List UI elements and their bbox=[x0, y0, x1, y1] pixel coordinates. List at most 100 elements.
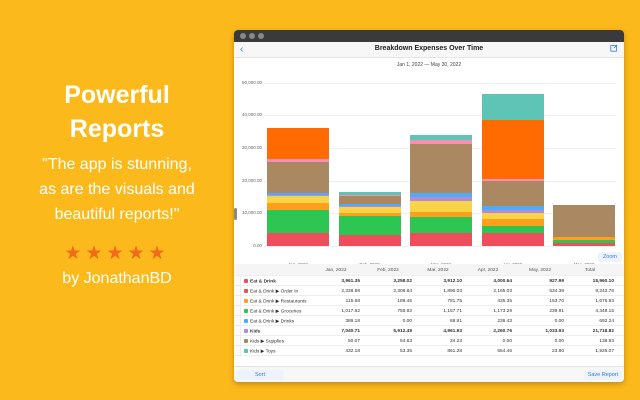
bar-segment[interactable] bbox=[410, 216, 472, 234]
table-row[interactable]: Eat & Drink ▶ Drinks 389.18 0.00 68.81 236.4… bbox=[234, 316, 624, 326]
toolbar: ‹ Breakdown Expenses Over Time bbox=[234, 42, 624, 58]
bar-segment[interactable] bbox=[481, 232, 544, 246]
row-label-text: Kids ▶ Supplies bbox=[250, 339, 285, 345]
table-cell: 7,040.71 bbox=[341, 329, 360, 334]
bar-segment[interactable] bbox=[267, 193, 329, 195]
table-header: Jan, 2022 Feb, 2022 Mar, 2022 Apr, 2022 May,… bbox=[234, 264, 624, 276]
row-selector[interactable] bbox=[234, 346, 241, 355]
row-selector[interactable] bbox=[234, 326, 241, 335]
y-tick-label: 50,000.00 bbox=[241, 79, 262, 85]
close-window-dot[interactable] bbox=[240, 33, 246, 39]
bar-segment[interactable] bbox=[410, 196, 472, 201]
zoom-button[interactable]: Zoom bbox=[597, 252, 622, 262]
window-titlebar bbox=[234, 30, 624, 42]
bar-segment[interactable] bbox=[267, 195, 329, 204]
table-cell: 1,675.93 bbox=[595, 299, 614, 304]
row-selector[interactable] bbox=[234, 286, 241, 295]
scroll-handle[interactable] bbox=[234, 208, 237, 220]
bar-segment[interactable] bbox=[338, 207, 401, 214]
bar-segment[interactable] bbox=[481, 181, 544, 206]
bar-segment[interactable] bbox=[481, 225, 544, 233]
table-row[interactable]: Eat & Drink ▶ Restaurants 115.68 189.45 781… bbox=[234, 296, 624, 306]
column-header[interactable]: Feb, 2022 bbox=[377, 268, 399, 273]
table-cell: 54.63 bbox=[399, 339, 412, 344]
table-row[interactable]: Eat & Drink 3,961.35 3,258.02 3,912.10 4,000… bbox=[234, 276, 624, 286]
category-icon bbox=[244, 289, 248, 293]
bar-segment[interactable] bbox=[267, 233, 329, 246]
table-row[interactable]: Kids 7,040.71 5,912.49 4,961.93 2,260.76 1,03… bbox=[234, 326, 624, 336]
table-cell: 1,017.62 bbox=[341, 309, 360, 314]
row-label: Kids bbox=[244, 329, 260, 334]
bar-segment[interactable] bbox=[410, 233, 472, 246]
report-title: Breakdown Expenses Over Time bbox=[374, 45, 484, 52]
bar-segment[interactable] bbox=[410, 200, 472, 213]
column-header[interactable]: Mar, 2022 bbox=[427, 268, 449, 273]
bar-segment[interactable] bbox=[481, 178, 544, 182]
row-selector[interactable] bbox=[234, 296, 241, 305]
breakdown-table: Jan, 2022 Feb, 2022 Mar, 2022 Apr, 2022 May,… bbox=[234, 264, 624, 356]
bar-segment[interactable] bbox=[481, 209, 544, 214]
bar-segment[interactable] bbox=[338, 194, 401, 197]
row-label: Eat & Drink ▶ Groceries bbox=[244, 309, 301, 314]
table-cell: 0.00 bbox=[502, 339, 512, 344]
bar-segment[interactable] bbox=[410, 212, 472, 217]
back-button[interactable]: ‹ bbox=[240, 44, 244, 55]
bar-segment[interactable] bbox=[338, 205, 401, 208]
bar-segment[interactable] bbox=[267, 203, 329, 211]
y-tick-label: 20,000.00 bbox=[241, 177, 262, 183]
table-row[interactable]: Kids ▶ Toys 432.18 53.35 861.28 554.46 23.80 1… bbox=[234, 346, 624, 356]
column-header[interactable]: May, 2022 bbox=[528, 268, 552, 273]
bar-segment[interactable] bbox=[338, 216, 401, 236]
bar-segment[interactable] bbox=[267, 127, 329, 160]
bar-segment[interactable] bbox=[410, 144, 472, 194]
bar-segment[interactable] bbox=[410, 140, 472, 145]
bar-segment[interactable] bbox=[481, 205, 544, 210]
edit-icon[interactable] bbox=[610, 44, 618, 54]
zoom-window-dot[interactable] bbox=[258, 33, 264, 39]
category-icon bbox=[244, 309, 248, 313]
row-label-text: Kids bbox=[250, 329, 261, 335]
table-cell: 0.00 bbox=[554, 339, 564, 344]
bar-segment[interactable] bbox=[481, 218, 544, 226]
bar-segment[interactable] bbox=[338, 213, 401, 216]
bar-segment[interactable] bbox=[553, 239, 615, 243]
row-selector[interactable] bbox=[234, 316, 241, 325]
column-header[interactable]: Total bbox=[584, 268, 596, 273]
bar-segment[interactable] bbox=[481, 119, 544, 179]
minimize-window-dot[interactable] bbox=[249, 33, 255, 39]
column-header[interactable]: Jan, 2022 bbox=[325, 268, 347, 273]
table-cell: 4,348.15 bbox=[595, 309, 614, 314]
bar-segment[interactable] bbox=[410, 134, 472, 141]
bar-segment[interactable] bbox=[410, 193, 472, 197]
bar-segment[interactable] bbox=[553, 236, 615, 240]
save-report-button[interactable]: Save Report bbox=[584, 370, 622, 380]
column-header[interactable]: Apr, 2022 bbox=[477, 268, 499, 273]
bar-segment[interactable] bbox=[338, 204, 401, 206]
row-selector[interactable] bbox=[234, 276, 241, 285]
bar-segment[interactable] bbox=[481, 213, 544, 219]
table-cell: 4,000.64 bbox=[493, 279, 512, 284]
table-cell: 3,258.02 bbox=[393, 279, 412, 284]
category-icon bbox=[244, 329, 248, 333]
bar-segment[interactable] bbox=[338, 196, 401, 205]
table-cell: 21,718.82 bbox=[592, 329, 614, 334]
table-row[interactable]: Eat & Drink ▶ Order In 2,338.88 2,308.84 1,… bbox=[234, 286, 624, 296]
table-row[interactable]: Eat & Drink ▶ Groceries 1,017.62 759.82 1,1… bbox=[234, 306, 624, 316]
bar-segment[interactable] bbox=[267, 210, 329, 234]
bar-segment[interactable] bbox=[553, 205, 615, 237]
bar-segment[interactable] bbox=[553, 242, 615, 246]
bar-segment[interactable] bbox=[338, 235, 401, 246]
table-cell: 435.35 bbox=[497, 299, 512, 304]
table-cell: 189.45 bbox=[397, 299, 412, 304]
row-selector[interactable] bbox=[234, 306, 241, 315]
bar-segment[interactable] bbox=[338, 192, 401, 195]
row-label-text: Eat & Drink ▶ Restaurants bbox=[250, 299, 307, 305]
bar-segment[interactable] bbox=[267, 161, 329, 194]
row-label: Eat & Drink bbox=[244, 279, 276, 284]
bar-segment[interactable] bbox=[481, 93, 544, 120]
bar-segment[interactable] bbox=[267, 194, 329, 196]
row-selector[interactable] bbox=[234, 336, 241, 345]
sort-button[interactable]: Sort bbox=[236, 370, 284, 380]
table-row[interactable]: Kids ▶ Supplies 50.07 54.63 34.23 0.00 0.00 13… bbox=[234, 336, 624, 346]
bar-segment[interactable] bbox=[267, 159, 329, 162]
